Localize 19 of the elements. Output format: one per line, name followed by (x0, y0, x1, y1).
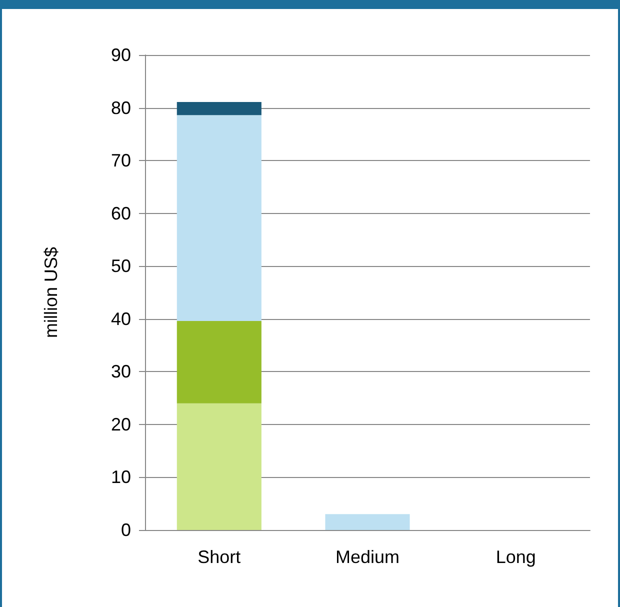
y-tick-label: 30 (110, 362, 131, 382)
bar (176, 115, 262, 321)
bar (176, 102, 262, 116)
y-tick-label: 70 (110, 150, 131, 171)
bar (176, 403, 262, 530)
y-tick-label: 50 (110, 256, 131, 276)
y-tick-label: 10 (110, 467, 131, 488)
y-tick-label: 0 (120, 520, 131, 540)
x-tick-label: Long (496, 547, 536, 567)
y-tick-label: 80 (110, 98, 131, 118)
bar (325, 514, 410, 530)
x-tick-label: Medium (335, 547, 400, 567)
y-axis-title: million US$ (41, 246, 61, 338)
y-tick-label: 90 (110, 45, 131, 65)
y-tick-label: 20 (110, 414, 131, 434)
bar (176, 321, 262, 404)
x-tick-label: Short (198, 547, 241, 567)
y-tick-label: 40 (110, 308, 131, 329)
y-tick-label: 60 (110, 203, 131, 224)
